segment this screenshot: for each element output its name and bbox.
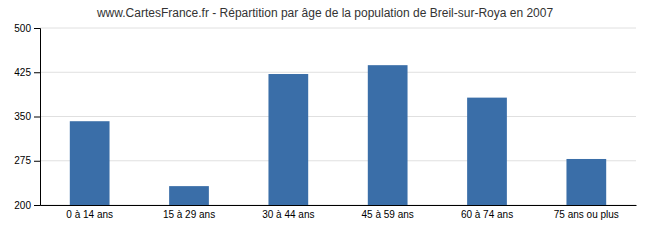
bar bbox=[169, 186, 209, 205]
grid-line bbox=[40, 28, 636, 29]
tick-mark bbox=[34, 72, 40, 73]
bar bbox=[467, 98, 507, 205]
tick-label: 75 ans ou plus bbox=[554, 209, 619, 220]
plot: 200 275 350 425 500 0 à 14 ans 15 à 29 ans 30 à… bbox=[14, 23, 636, 229]
tick: 0 à 14 ans bbox=[66, 209, 113, 220]
tick-label: 45 à 59 ans bbox=[362, 209, 414, 220]
tick-label: 60 à 74 ans bbox=[461, 209, 513, 220]
tick: 30 à 44 ans bbox=[262, 209, 314, 220]
tick-label: 425 bbox=[14, 67, 31, 78]
title: www.CartesFrance.fr - Répartition par âg… bbox=[96, 6, 554, 20]
grid-line bbox=[40, 205, 636, 206]
bar bbox=[566, 159, 606, 205]
tick: 15 à 29 ans bbox=[163, 209, 215, 220]
tick: 425 bbox=[14, 67, 40, 78]
tick-label: 200 bbox=[14, 200, 31, 211]
y-axis: 200 275 350 425 500 bbox=[14, 23, 40, 211]
bars bbox=[70, 65, 606, 205]
tick: 60 à 74 ans bbox=[461, 209, 513, 220]
chart: www.CartesFrance.fr - Répartition par âg… bbox=[0, 0, 650, 229]
grid-line bbox=[40, 116, 636, 117]
tick-label: 350 bbox=[14, 111, 31, 122]
tick-label: 15 à 29 ans bbox=[163, 209, 215, 220]
tick: 500 bbox=[14, 23, 40, 34]
tick-mark bbox=[34, 117, 40, 118]
grid bbox=[40, 28, 636, 205]
grid-line bbox=[40, 72, 636, 73]
tick: 200 bbox=[14, 200, 40, 211]
grid-line bbox=[40, 160, 636, 161]
tick-label: 30 à 44 ans bbox=[262, 209, 314, 220]
tick-mark bbox=[34, 205, 40, 206]
x-axis: 0 à 14 ans 15 à 29 ans 30 à 44 ans 45 à 59 … bbox=[41, 206, 637, 221]
tick: 45 à 59 ans bbox=[362, 209, 414, 220]
tick-label: 0 à 14 ans bbox=[66, 209, 113, 220]
tick: 75 ans ou plus bbox=[554, 209, 619, 220]
bar bbox=[70, 121, 110, 205]
bar bbox=[268, 74, 308, 205]
axis-line bbox=[34, 29, 41, 206]
tick-label: 275 bbox=[14, 155, 31, 166]
tick-mark bbox=[34, 28, 40, 29]
tick-mark bbox=[34, 161, 40, 162]
bar bbox=[368, 65, 408, 205]
tick: 350 bbox=[14, 111, 40, 122]
tick-label: 500 bbox=[14, 23, 31, 34]
axis-line bbox=[41, 205, 637, 206]
tick: 275 bbox=[14, 155, 40, 166]
